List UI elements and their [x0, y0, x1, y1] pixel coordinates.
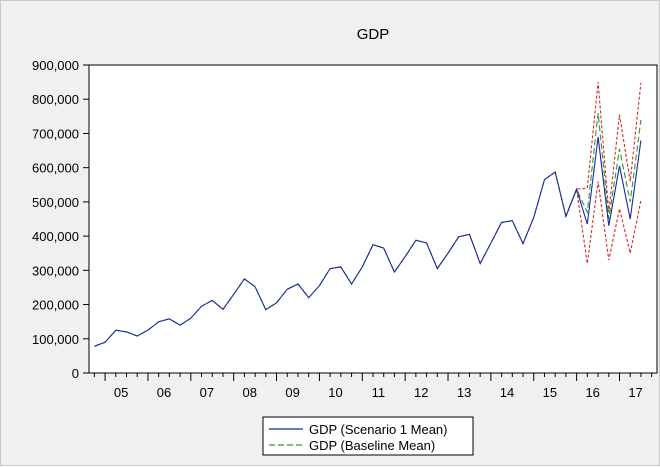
- forecast-lower-band-line: [565, 181, 642, 264]
- y-tick-label: 600,000: [32, 161, 79, 176]
- y-tick-label: 100,000: [32, 332, 79, 347]
- x-tick-label: 16: [585, 385, 599, 400]
- y-tick-label: 500,000: [32, 195, 79, 210]
- legend-label: GDP (Scenario 1 Mean): [309, 422, 448, 437]
- x-tick-label: 11: [372, 385, 386, 400]
- legend-label: GDP (Baseline Mean): [309, 438, 435, 453]
- x-tick-label: 09: [285, 385, 299, 400]
- x-tick-label: 05: [114, 385, 128, 400]
- series-lines: [94, 82, 642, 347]
- y-tick-label: 700,000: [32, 126, 79, 141]
- x-tick-label: 17: [628, 385, 642, 400]
- y-tick-label: 800,000: [32, 92, 79, 107]
- legend: GDP (Scenario 1 Mean)GDP (Baseline Mean): [262, 416, 474, 456]
- series-line-0: [94, 136, 642, 347]
- x-tick-label: 13: [457, 385, 471, 400]
- x-tick-label: 12: [414, 385, 428, 400]
- plot-area: [88, 64, 658, 374]
- x-tick-label: 06: [157, 385, 171, 400]
- y-axis: 0 100,000 200,000 300,000 400,000 500,000 600,…: [32, 58, 89, 381]
- y-tick-label: 900,000: [32, 58, 79, 73]
- y-tick-label: 400,000: [32, 229, 79, 244]
- forecast-upper-band-line: [565, 82, 642, 217]
- x-tick-label: 14: [500, 385, 514, 400]
- x-tick-label: 07: [200, 385, 214, 400]
- x-tick-label: 15: [543, 385, 557, 400]
- x-axis: 05 06 07 08 09 10 11 12 13 14 15 16 17: [93, 373, 653, 400]
- chart-title: GDP: [357, 26, 390, 43]
- x-tick-label: 08: [243, 385, 257, 400]
- legend-box: [262, 416, 474, 456]
- y-tick-label: 300,000: [32, 263, 79, 278]
- x-tick-label: 10: [328, 385, 342, 400]
- y-tick-label: 0: [72, 366, 79, 381]
- y-tick-label: 200,000: [32, 298, 79, 313]
